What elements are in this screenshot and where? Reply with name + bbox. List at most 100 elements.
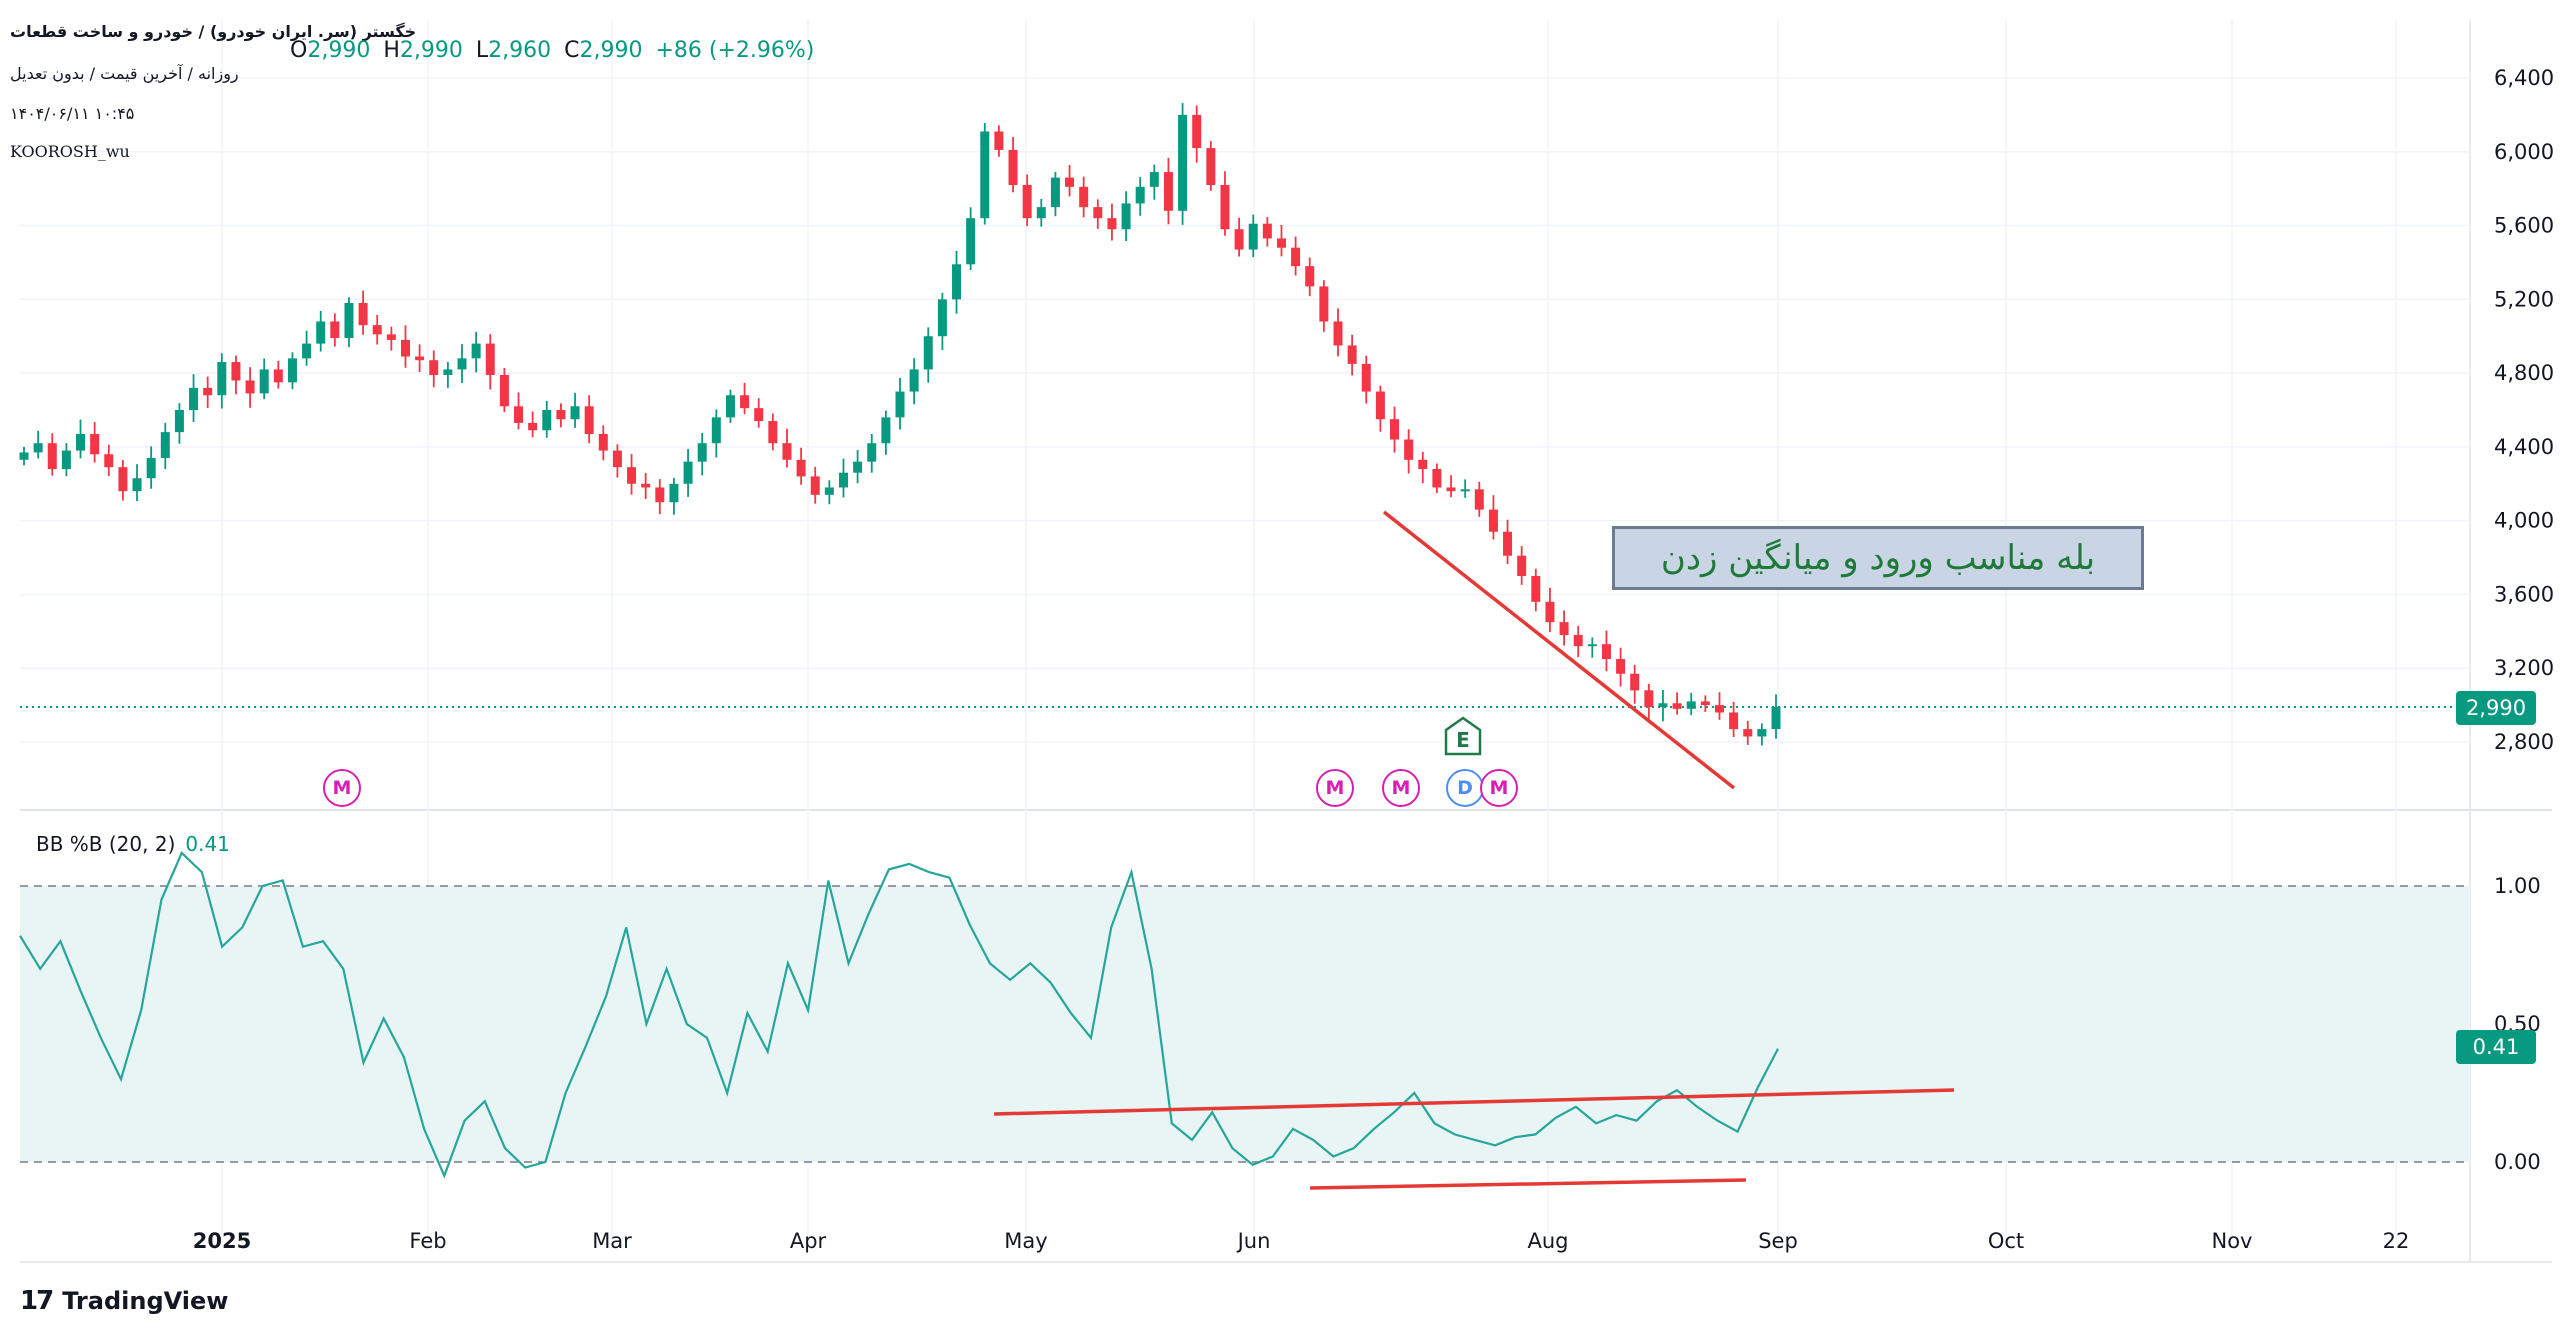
candle-body — [1460, 489, 1470, 492]
candle-body — [231, 362, 241, 381]
price-axis-label: 3,600 — [2494, 582, 2554, 606]
chart-settings-label: روزانه / آخرین قیمت / بدون تعدیل — [10, 64, 239, 83]
candle-body — [1163, 172, 1173, 211]
close-value: 2,990 — [579, 38, 643, 63]
event-marker-m[interactable]: M — [1480, 769, 1518, 807]
time-axis-label: Jun — [1236, 1229, 1271, 1253]
candle-body — [542, 410, 552, 431]
candle-body — [1008, 149, 1018, 185]
candle-body — [937, 299, 947, 337]
candle-body — [994, 131, 1004, 150]
candle-body — [1616, 659, 1626, 674]
candle-body — [118, 467, 128, 492]
candle-body — [443, 369, 453, 375]
time-axis-label: Feb — [409, 1229, 446, 1253]
tradingview-logo-icon: 17 — [20, 1286, 54, 1316]
candle-body — [1714, 705, 1724, 713]
time-axis-label: Apr — [790, 1229, 827, 1253]
candle-body — [1036, 207, 1046, 219]
indicator-value-tag: 0.41 — [2456, 1030, 2536, 1064]
price-axis-label: 5,200 — [2494, 287, 2554, 311]
candle-body — [33, 443, 43, 453]
candle-body — [1361, 363, 1371, 392]
candle-body — [627, 467, 637, 484]
candle-body — [881, 417, 891, 444]
candle-body — [1771, 706, 1781, 730]
candle-body — [344, 303, 354, 339]
candle-body — [853, 461, 863, 473]
candle-body — [1305, 266, 1315, 287]
price-axis-label: 6,000 — [2494, 140, 2554, 164]
brand-name: TradingView — [62, 1287, 229, 1315]
event-marker-m[interactable]: M — [1382, 769, 1420, 807]
earnings-marker-icon[interactable] — [1444, 716, 1482, 756]
candle-body — [146, 457, 156, 479]
candle-body — [415, 356, 425, 361]
event-marker-m[interactable]: M — [323, 769, 361, 807]
event-marker-m[interactable]: M — [1316, 769, 1354, 807]
open-label: O — [290, 38, 308, 63]
candle-body — [1729, 712, 1739, 730]
candle-body — [1333, 321, 1343, 346]
candle-body — [1022, 184, 1032, 219]
candle-body — [895, 391, 905, 418]
candle-body — [245, 380, 255, 394]
candle-body — [655, 487, 665, 503]
candle-body — [1347, 345, 1357, 364]
change-value: +86 (+2.96%) — [655, 38, 815, 63]
candle-body — [273, 369, 283, 383]
indicator-name: BB %B (20, 2) — [36, 832, 176, 856]
candle-body — [1601, 644, 1611, 659]
candle-body — [740, 395, 750, 409]
candle-body — [838, 472, 848, 488]
candle-body — [132, 478, 142, 492]
candle-body — [1149, 172, 1159, 187]
candle-body — [429, 360, 439, 375]
candle-body — [952, 264, 962, 300]
candle-body — [1404, 439, 1414, 460]
candle-body — [1418, 459, 1428, 470]
candle-body — [782, 443, 792, 460]
low-value: 2,960 — [488, 38, 552, 63]
candle-body — [556, 410, 566, 420]
candle-body — [669, 483, 679, 503]
candle-body — [287, 358, 297, 383]
time-axis-label: Aug — [1527, 1229, 1568, 1253]
time-axis-label: 2025 — [193, 1229, 251, 1253]
time-axis-label: 22 — [2383, 1229, 2410, 1253]
tradingview-brand[interactable]: 17 TradingView — [20, 1286, 228, 1316]
candle-body — [1291, 247, 1301, 267]
candle-body — [641, 483, 651, 488]
candle-body — [528, 422, 538, 431]
event-marker-d[interactable]: D — [1446, 769, 1484, 807]
candle-body — [810, 476, 820, 495]
annotation-textbox[interactable]: بله مناسب ورود و میانگین زدن — [1612, 526, 2144, 590]
candle-body — [1743, 729, 1753, 737]
candle-body — [259, 369, 269, 394]
candle-body — [104, 454, 114, 468]
price-axis-label: 3,200 — [2494, 656, 2554, 680]
price-axis-label: 5,600 — [2494, 214, 2554, 238]
time-axis-label: May — [1004, 1229, 1047, 1253]
price-axis-label: 2,800 — [2494, 730, 2554, 754]
candle-body — [499, 374, 509, 407]
candle-body — [1192, 114, 1202, 149]
candle-body — [203, 387, 213, 396]
candle-body — [189, 387, 199, 410]
indicator-legend[interactable]: BB %B (20, 2) 0.41 — [36, 832, 230, 856]
time-axis-label: Sep — [1758, 1229, 1798, 1253]
symbol-title[interactable]: خگستر (سر. ایران خودرو) / خودرو و ساخت ق… — [10, 22, 417, 41]
candle-body — [160, 432, 170, 458]
candle-body — [457, 358, 467, 370]
candle-body — [1206, 148, 1216, 185]
bb-band-fill — [20, 886, 2470, 1162]
candle-body — [909, 369, 919, 392]
candle-body — [1446, 487, 1456, 492]
candle-body — [1079, 186, 1089, 208]
ohlc-readout: O2,990 H2,990 L2,960 C2,990 +86 (+2.96%) — [290, 38, 814, 63]
bb-percent-line — [19, 851, 1779, 1179]
candle-body — [1276, 238, 1286, 248]
indicator-resistance-trendline — [993, 1088, 1955, 1116]
candle-body — [980, 131, 990, 219]
